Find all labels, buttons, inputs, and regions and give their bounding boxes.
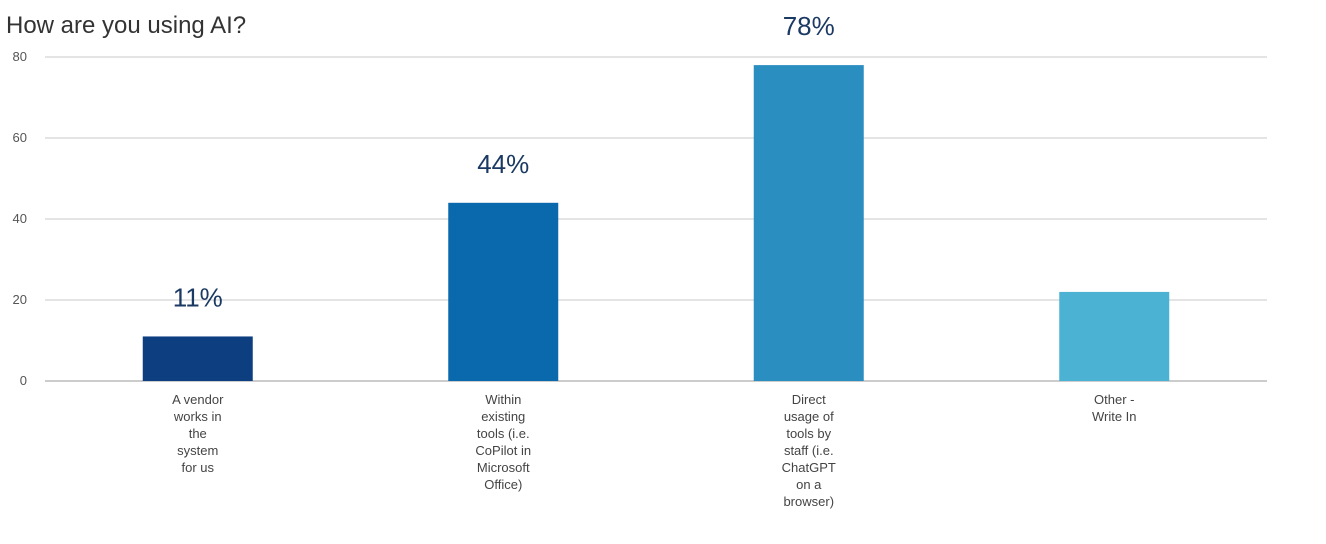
y-tick-label: 40 (13, 211, 27, 226)
y-tick-label: 20 (13, 292, 27, 307)
data-label-2: 44% (477, 149, 529, 179)
bar-2 (448, 202, 559, 381)
y-tick-label: 0 (20, 373, 27, 388)
category-label-4: Other -Write In (1092, 392, 1137, 424)
data-label-1: 11% (173, 282, 223, 312)
bar-3 (753, 65, 864, 381)
chart-title: How are you using AI? (6, 12, 247, 39)
category-labels: A vendor works in the system for us Within exi… (172, 392, 1136, 509)
y-tick-label: 80 (13, 49, 27, 64)
bars (142, 65, 1170, 381)
data-label-3: 78% (783, 11, 835, 41)
category-label-2: Within existing tools (i.e. CoPilot in Micro… (475, 392, 531, 492)
category-label-3: Direct usage of tools by staff (i.e. ChatGPT… (782, 392, 836, 509)
bar-1 (142, 336, 253, 381)
bar-4 (1059, 291, 1170, 381)
data-labels: 11% 44% 78% (173, 11, 835, 312)
y-tick-label: 60 (13, 130, 27, 145)
category-label-1: A vendor works in the system for us (172, 392, 224, 475)
y-axis-ticks: 0 20 40 60 80 (13, 49, 27, 388)
